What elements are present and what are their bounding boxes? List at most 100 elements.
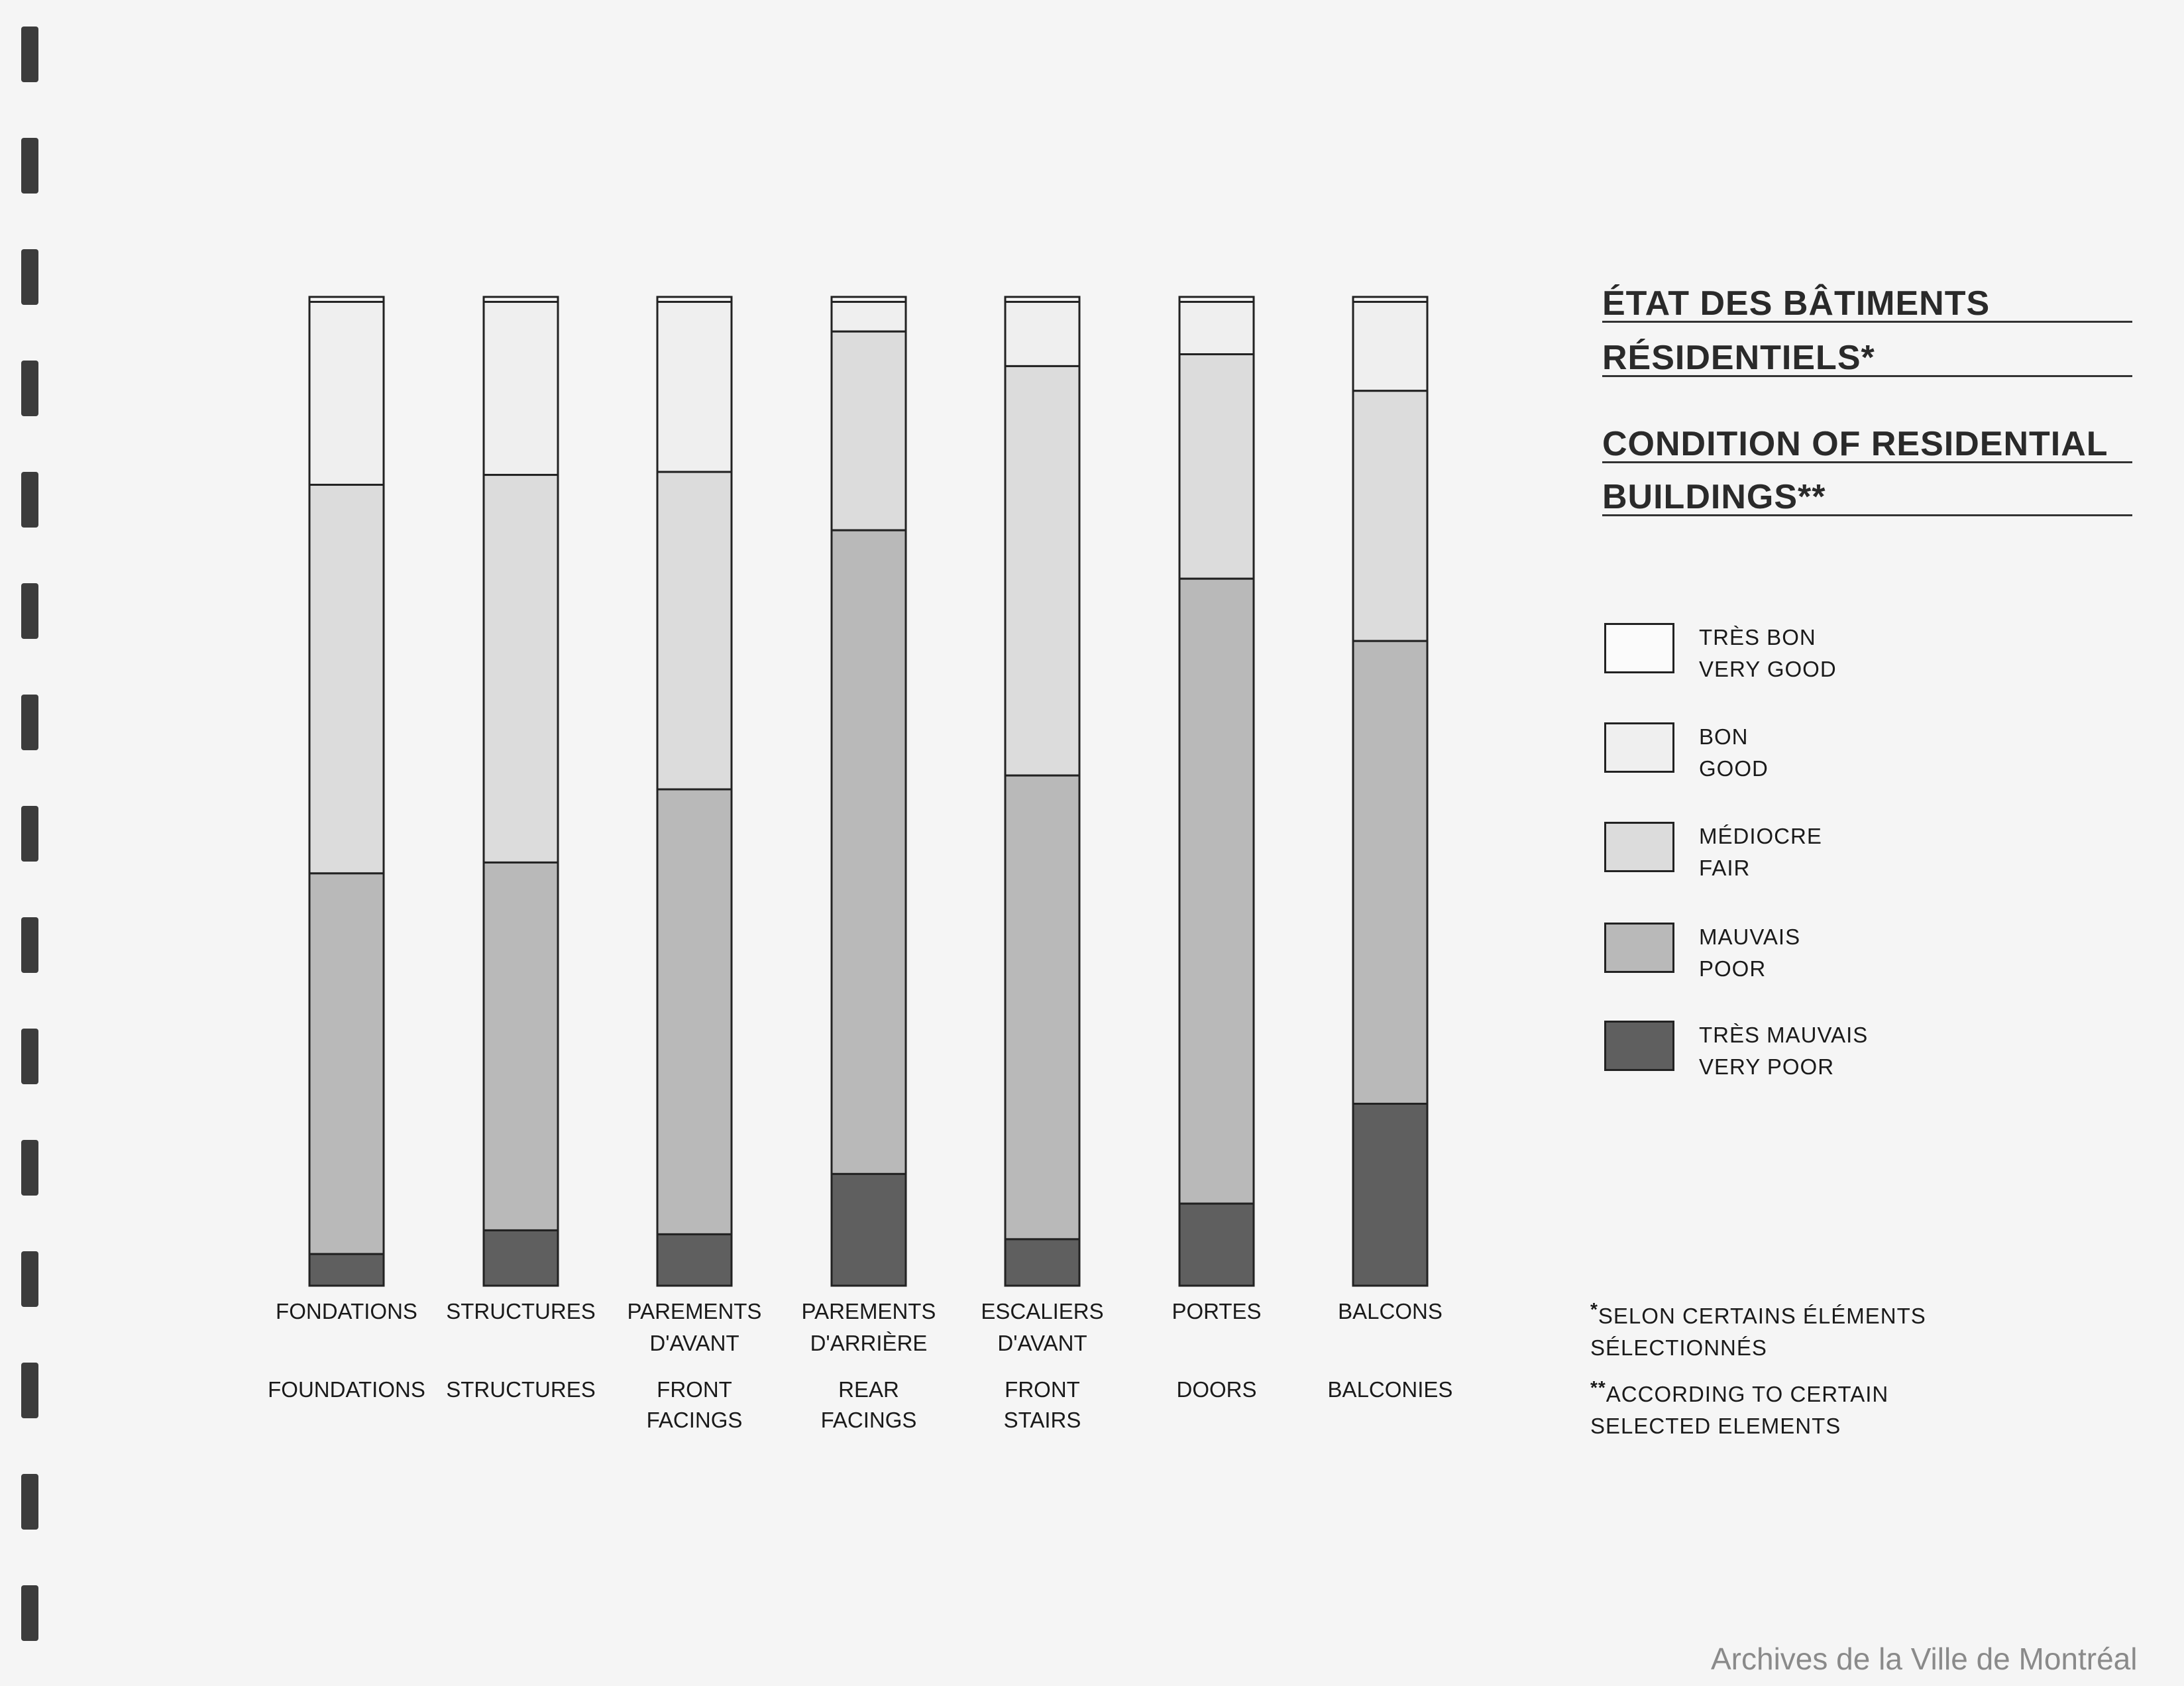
bar-balconies (1352, 296, 1429, 1287)
bar-segment-poor (482, 861, 559, 1231)
legend-label: MAUVAIS POOR (1699, 925, 1801, 981)
legend-swatch (1604, 722, 1674, 773)
x-tick-label-fr: D'ARRIÈRE (810, 1331, 928, 1355)
archive-credit: Archives de la Ville de Montréal (1711, 1642, 2138, 1676)
title-en-line-2: BUILDINGS** (1602, 478, 1826, 516)
title-fr-line-1: ÉTAT DES BÂTIMENTS (1602, 284, 1991, 323)
x-tick-label-en: REAR (838, 1377, 899, 1402)
bar-segment-poor (656, 788, 733, 1235)
bar-segment-fair (1178, 353, 1255, 580)
title-underline (1602, 321, 2132, 323)
x-tick-label-en: FRONT (657, 1377, 732, 1402)
bar-segment-very-poor (1352, 1102, 1429, 1287)
title-underline (1602, 461, 2132, 463)
binding-hole (21, 695, 38, 750)
binding-hole (21, 361, 38, 416)
footnote-fr-line-1: SELON CERTAINS ÉLÉMENTS (1598, 1304, 1926, 1328)
bar-segment-good (656, 300, 733, 473)
bar-segment-poor (308, 872, 385, 1255)
legend-item-very-good: TRÈS BON VERY GOOD (1602, 622, 2026, 695)
bar-segment-good (482, 300, 559, 477)
binding-holes (19, 20, 58, 1663)
binding-hole (21, 1363, 38, 1418)
x-tick-label-fr: PAREMENTS (802, 1299, 936, 1323)
binding-hole (21, 1140, 38, 1196)
legend-label: TRÈS MAUVAIS VERY POOR (1699, 1023, 1869, 1079)
binding-hole (21, 1029, 38, 1084)
binding-hole (21, 1251, 38, 1307)
legend-label: BON GOOD (1699, 724, 1769, 781)
binding-hole (21, 1474, 38, 1530)
binding-hole (21, 138, 38, 194)
bar-segment-very-poor (1004, 1238, 1081, 1287)
bar-segment-fair (308, 483, 385, 875)
title-underline (1602, 375, 2132, 377)
x-tick-label-en: FRONT (1005, 1377, 1080, 1402)
bar-segment-good (1352, 300, 1429, 392)
bar-segment-poor (1004, 774, 1081, 1241)
bar-segment-fair (656, 471, 733, 791)
bar-doors (1178, 296, 1255, 1287)
bar-front-facings (656, 296, 733, 1287)
legend-swatch (1604, 623, 1674, 673)
legend-label: TRÈS BON VERY GOOD (1699, 625, 1837, 681)
footnote-en-line-2: SELECTED ELEMENTS (1590, 1414, 1841, 1438)
bar-segment-fair (482, 474, 559, 864)
binding-hole (21, 917, 38, 973)
title-fr-line-2: RÉSIDENTIELS* (1602, 339, 1875, 377)
legend-item-fair: MÉDIOCRE FAIR (1602, 820, 2026, 893)
bar-segment-very-poor (1178, 1202, 1255, 1287)
x-tick-label-fr: ESCALIERS (981, 1299, 1103, 1323)
x-tick-label-fr: FONDATIONS (276, 1299, 417, 1323)
x-tick-label-fr: PAREMENTS (628, 1299, 762, 1323)
bar-segment-good (1178, 300, 1255, 356)
x-tick-label-en: FOUNDATIONS (268, 1377, 425, 1402)
binding-hole (21, 472, 38, 528)
bar-segment-fair (1352, 390, 1429, 642)
footnote-fr-line-2: SÉLECTIONNÉS (1590, 1335, 1767, 1360)
binding-hole (21, 249, 38, 305)
bar-structures (482, 296, 559, 1287)
x-tick-label-en: FACINGS (821, 1408, 917, 1432)
binding-hole (21, 27, 38, 82)
footnote-marker: * (1590, 1299, 1598, 1320)
title-underline (1602, 514, 2132, 516)
bar-segment-poor (1352, 640, 1429, 1105)
bar-segment-good (308, 300, 385, 486)
x-tick-label-en: BALCONIES (1328, 1377, 1453, 1402)
bar-segment-very-poor (830, 1172, 907, 1287)
legend-item-very-poor: TRÈS MAUVAIS VERY POOR (1602, 1019, 2026, 1092)
legend-swatch (1604, 822, 1674, 872)
footnote-marker: ** (1590, 1377, 1606, 1398)
footnote-en-line-1: ACCORDING TO CERTAIN (1606, 1382, 1889, 1406)
bar-segment-very-poor (308, 1253, 385, 1287)
footnote-en: **ACCORDING TO CERTAIN SELECTED ELEMENTS (1590, 1372, 1888, 1442)
bar-segment-poor (830, 529, 907, 1175)
bar-segment-fair (830, 330, 907, 532)
legend-item-poor: MAUVAIS POOR (1602, 921, 2026, 994)
x-tick-label-en: STRUCTURES (446, 1377, 596, 1402)
legend-item-good: BON GOOD (1602, 721, 2026, 794)
bar-segment-good (1004, 300, 1081, 367)
x-tick-label-fr: D'AVANT (997, 1331, 1087, 1355)
binding-hole (21, 1585, 38, 1641)
footnote-fr: *SELON CERTAINS ÉLÉMENTS SÉLECTIONNÉS (1590, 1294, 1926, 1364)
binding-hole (21, 806, 38, 862)
x-tick-label-en: STAIRS (1004, 1408, 1081, 1432)
x-tick-label-en: DOORS (1176, 1377, 1256, 1402)
bar-segment-poor (1178, 577, 1255, 1205)
binding-hole (21, 583, 38, 639)
legend-swatch (1604, 1021, 1674, 1071)
x-tick-label-fr: PORTES (1172, 1299, 1261, 1323)
bar-segment-fair (1004, 365, 1081, 777)
x-tick-label-fr: D'AVANT (649, 1331, 739, 1355)
bar-segment-good (830, 300, 907, 333)
x-tick-label-en: FACINGS (647, 1408, 743, 1432)
title-en-line-1: CONDITION OF RESIDENTIAL (1602, 425, 2108, 463)
bar-front-stairs (1004, 296, 1081, 1287)
x-tick-label-fr: BALCONS (1338, 1299, 1443, 1323)
bar-foundations (308, 296, 385, 1287)
bar-segment-very-poor (482, 1229, 559, 1287)
legend-label: MÉDIOCRE FAIR (1699, 824, 1822, 880)
